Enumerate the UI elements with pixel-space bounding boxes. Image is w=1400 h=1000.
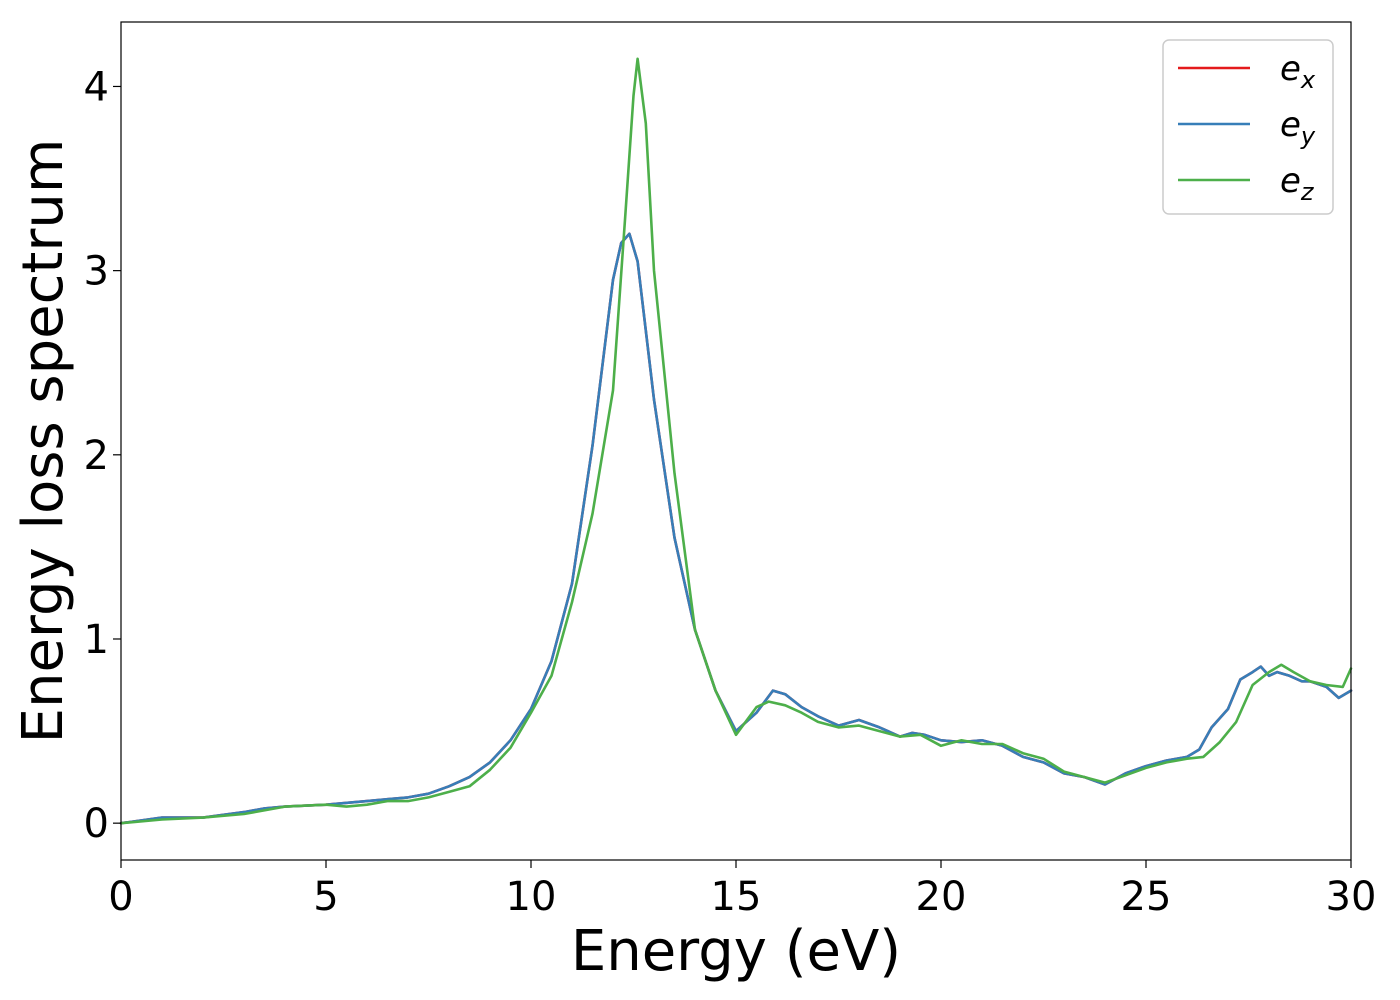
y-tick-label: 1 [84, 617, 109, 663]
x-tick-label: 0 [108, 874, 133, 920]
y-axis-ticks: 0 1 2 3 4 [84, 64, 121, 847]
series-line-z [119, 57, 1353, 825]
legend: ex ey ez [1162, 39, 1334, 215]
x-axis-ticks: 0 5 10 15 20 25 30 [108, 860, 1376, 920]
legend-box [1162, 39, 1334, 215]
y-tick-label: 0 [84, 801, 109, 847]
legend-label-x: ex [1280, 49, 1316, 94]
legend-label-z: ez [1280, 161, 1315, 206]
x-axis-label: Energy (eV) [571, 919, 901, 984]
series-layer [119, 57, 1353, 825]
x-tick-label: 20 [916, 874, 967, 920]
legend-label-y: ey [1280, 105, 1316, 150]
x-tick-label: 15 [711, 874, 762, 920]
x-tick-label: 5 [313, 874, 338, 920]
y-axis-label: Energy loss spectrum [11, 139, 76, 744]
y-tick-label: 3 [84, 249, 109, 295]
y-tick-label: 4 [84, 64, 109, 110]
x-tick-label: 10 [506, 874, 557, 920]
x-tick-label: 25 [1121, 874, 1172, 920]
series-line-y [119, 232, 1353, 825]
x-tick-label: 30 [1326, 874, 1377, 920]
y-tick-label: 2 [84, 433, 109, 479]
